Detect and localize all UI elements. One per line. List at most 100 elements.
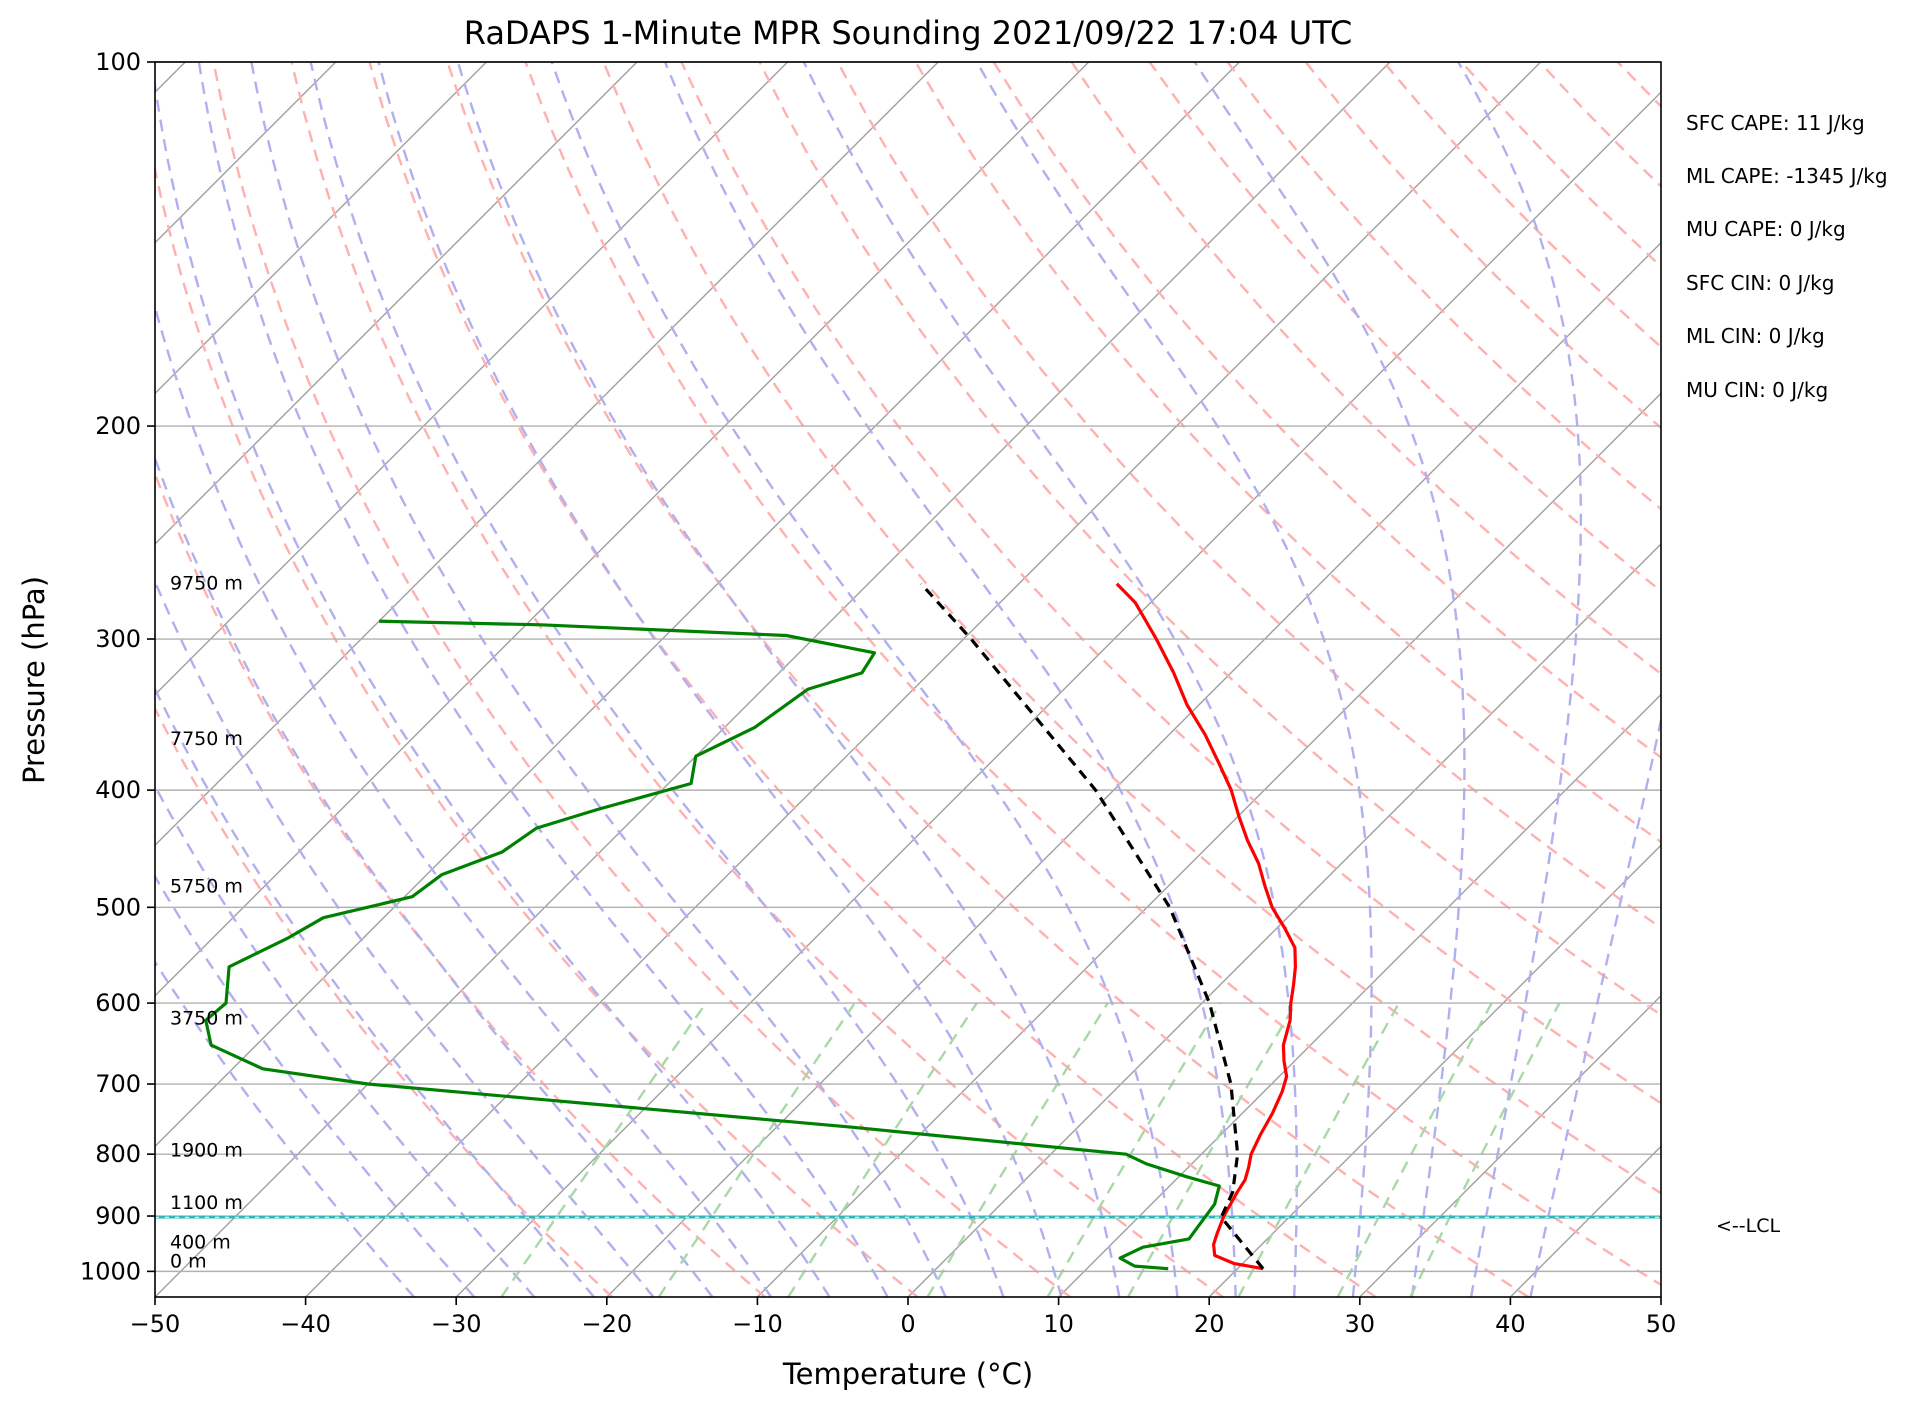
mixing-ratio-line xyxy=(1046,1002,1222,1297)
isotherm-line xyxy=(155,62,487,395)
temperature-line xyxy=(1115,582,1297,1271)
moist-adiabat xyxy=(663,62,1237,1297)
height-label: 1900 m xyxy=(170,1140,243,1162)
isotherm-line xyxy=(155,62,939,847)
isotherm-line xyxy=(155,62,789,696)
moist-adiabat xyxy=(155,959,415,1297)
lcl-label: <--LCL xyxy=(1716,1215,1780,1237)
moist-adiabat xyxy=(550,62,1179,1297)
moist-adiabat xyxy=(155,783,536,1297)
x-tick-label: 40 xyxy=(1495,1310,1526,1338)
dry-adiabat xyxy=(758,62,1661,1017)
x-tick-label: −40 xyxy=(280,1310,331,1338)
moist-adiabat xyxy=(155,455,714,1297)
dry-adiabat xyxy=(680,62,1661,1105)
moist-adiabat xyxy=(1529,714,1661,1297)
isotherm-line xyxy=(907,543,1661,1297)
mixing-ratio-line xyxy=(1336,1002,1493,1297)
dewpoint-line xyxy=(204,619,1221,1271)
height-label: 7750 m xyxy=(170,728,243,750)
y-axis-ticks: 100 200 300 400 500 600 700 800 900 1000 xyxy=(80,48,155,1285)
y-tick-label: 800 xyxy=(95,1140,141,1168)
mixing-ratio-line xyxy=(500,1002,707,1297)
moist-adiabat xyxy=(155,578,655,1297)
isotherm-line xyxy=(155,62,1090,997)
sounding-series xyxy=(204,582,1297,1271)
y-tick-label: 600 xyxy=(95,989,141,1017)
index-ml-cin: ML CIN: 0 J/kg xyxy=(1686,324,1825,348)
dry-adiabat xyxy=(602,62,1661,1195)
x-tick-label: 30 xyxy=(1345,1310,1376,1338)
moist-adiabat xyxy=(1457,62,1582,1297)
dry-adiabat xyxy=(212,62,1072,1297)
x-tick-label: −20 xyxy=(581,1310,632,1338)
moist-adiabat xyxy=(250,62,947,1297)
mixing-ratio-line xyxy=(1126,1002,1297,1297)
x-tick-label: 20 xyxy=(1194,1310,1225,1338)
mixing-ratio-line xyxy=(1237,1002,1400,1297)
isotherm-line xyxy=(1208,844,1661,1297)
chart-title: RaDAPS 1-Minute MPR Sounding 2021/09/22 … xyxy=(464,14,1352,52)
y-axis-label: Pressure (hPa) xyxy=(17,576,51,784)
indices-panel: SFC CAPE: 11 J/kg ML CAPE: -1345 J/kg MU… xyxy=(1686,111,1888,402)
parcel-profile-line xyxy=(919,582,1265,1270)
height-label: 3750 m xyxy=(170,1008,243,1030)
x-tick-label: 0 xyxy=(900,1310,915,1338)
height-label: 5750 m xyxy=(170,876,243,898)
index-mu-cin: MU CIN: 0 J/kg xyxy=(1686,378,1828,402)
isotherm-line xyxy=(155,62,1240,1148)
height-label: 1100 m xyxy=(170,1192,243,1214)
x-tick-label: 50 xyxy=(1646,1310,1677,1338)
mixing-ratio-line xyxy=(926,1002,1109,1297)
height-label: 400 m xyxy=(170,1232,231,1254)
y-tick-label: 1000 xyxy=(80,1257,141,1285)
isotherm-line xyxy=(1359,994,1661,1297)
moist-adiabat xyxy=(155,874,476,1297)
mixing-ratio-line xyxy=(1409,1002,1561,1297)
x-axis-ticks: −50 −40 −30 −20 −10 0 10 20 30 40 50 xyxy=(130,1297,1677,1338)
height-label: 9750 m xyxy=(170,572,243,594)
isotherm-line xyxy=(155,62,638,545)
mixing-ratio-line xyxy=(657,1002,856,1297)
isotherm-line xyxy=(1058,693,1661,1297)
isotherm-line xyxy=(455,91,1661,1297)
dry-adiabat xyxy=(524,62,1661,1287)
dry-adiabat xyxy=(1148,62,1661,593)
y-tick-label: 400 xyxy=(95,776,141,804)
y-tick-label: 700 xyxy=(95,1070,141,1098)
dry-adiabat xyxy=(290,62,1224,1297)
reference-lines xyxy=(155,62,1661,1297)
moist-adiabat xyxy=(456,62,1121,1297)
x-axis-label: Temperature (°C) xyxy=(782,1357,1033,1391)
dry-adiabat xyxy=(368,62,1377,1297)
dry-adiabat xyxy=(836,62,1661,930)
dry-adiabat xyxy=(155,164,919,1297)
isotherm-line xyxy=(606,241,1661,1297)
moist-adiabat xyxy=(155,77,831,1297)
y-tick-label: 200 xyxy=(95,412,141,440)
dry-adiabat xyxy=(155,706,614,1297)
y-tick-label: 500 xyxy=(95,893,141,921)
isotherm-line xyxy=(756,392,1661,1297)
mixing-ratio-line xyxy=(787,1002,978,1297)
moist-adiabat xyxy=(155,686,595,1297)
moist-adiabat xyxy=(1193,62,1466,1297)
moist-adiabat xyxy=(155,302,773,1297)
index-sfc-cin: SFC CIN: 0 J/kg xyxy=(1686,271,1834,295)
x-tick-label: −10 xyxy=(732,1310,783,1338)
moist-adiabat xyxy=(975,62,1373,1297)
x-tick-label: −50 xyxy=(130,1310,181,1338)
y-tick-label: 100 xyxy=(95,48,141,76)
x-tick-label: −30 xyxy=(431,1310,482,1338)
x-tick-label: 10 xyxy=(1043,1310,1074,1338)
y-tick-label: 300 xyxy=(95,625,141,653)
index-sfc-cape: SFC CAPE: 11 J/kg xyxy=(1686,111,1865,135)
moist-adiabat xyxy=(197,62,889,1297)
moist-adiabat xyxy=(377,62,1063,1297)
index-mu-cape: MU CAPE: 0 J/kg xyxy=(1686,217,1846,241)
height-label: 0 m xyxy=(170,1250,207,1272)
isotherm-line xyxy=(305,62,1542,1297)
y-tick-label: 900 xyxy=(95,1202,141,1230)
